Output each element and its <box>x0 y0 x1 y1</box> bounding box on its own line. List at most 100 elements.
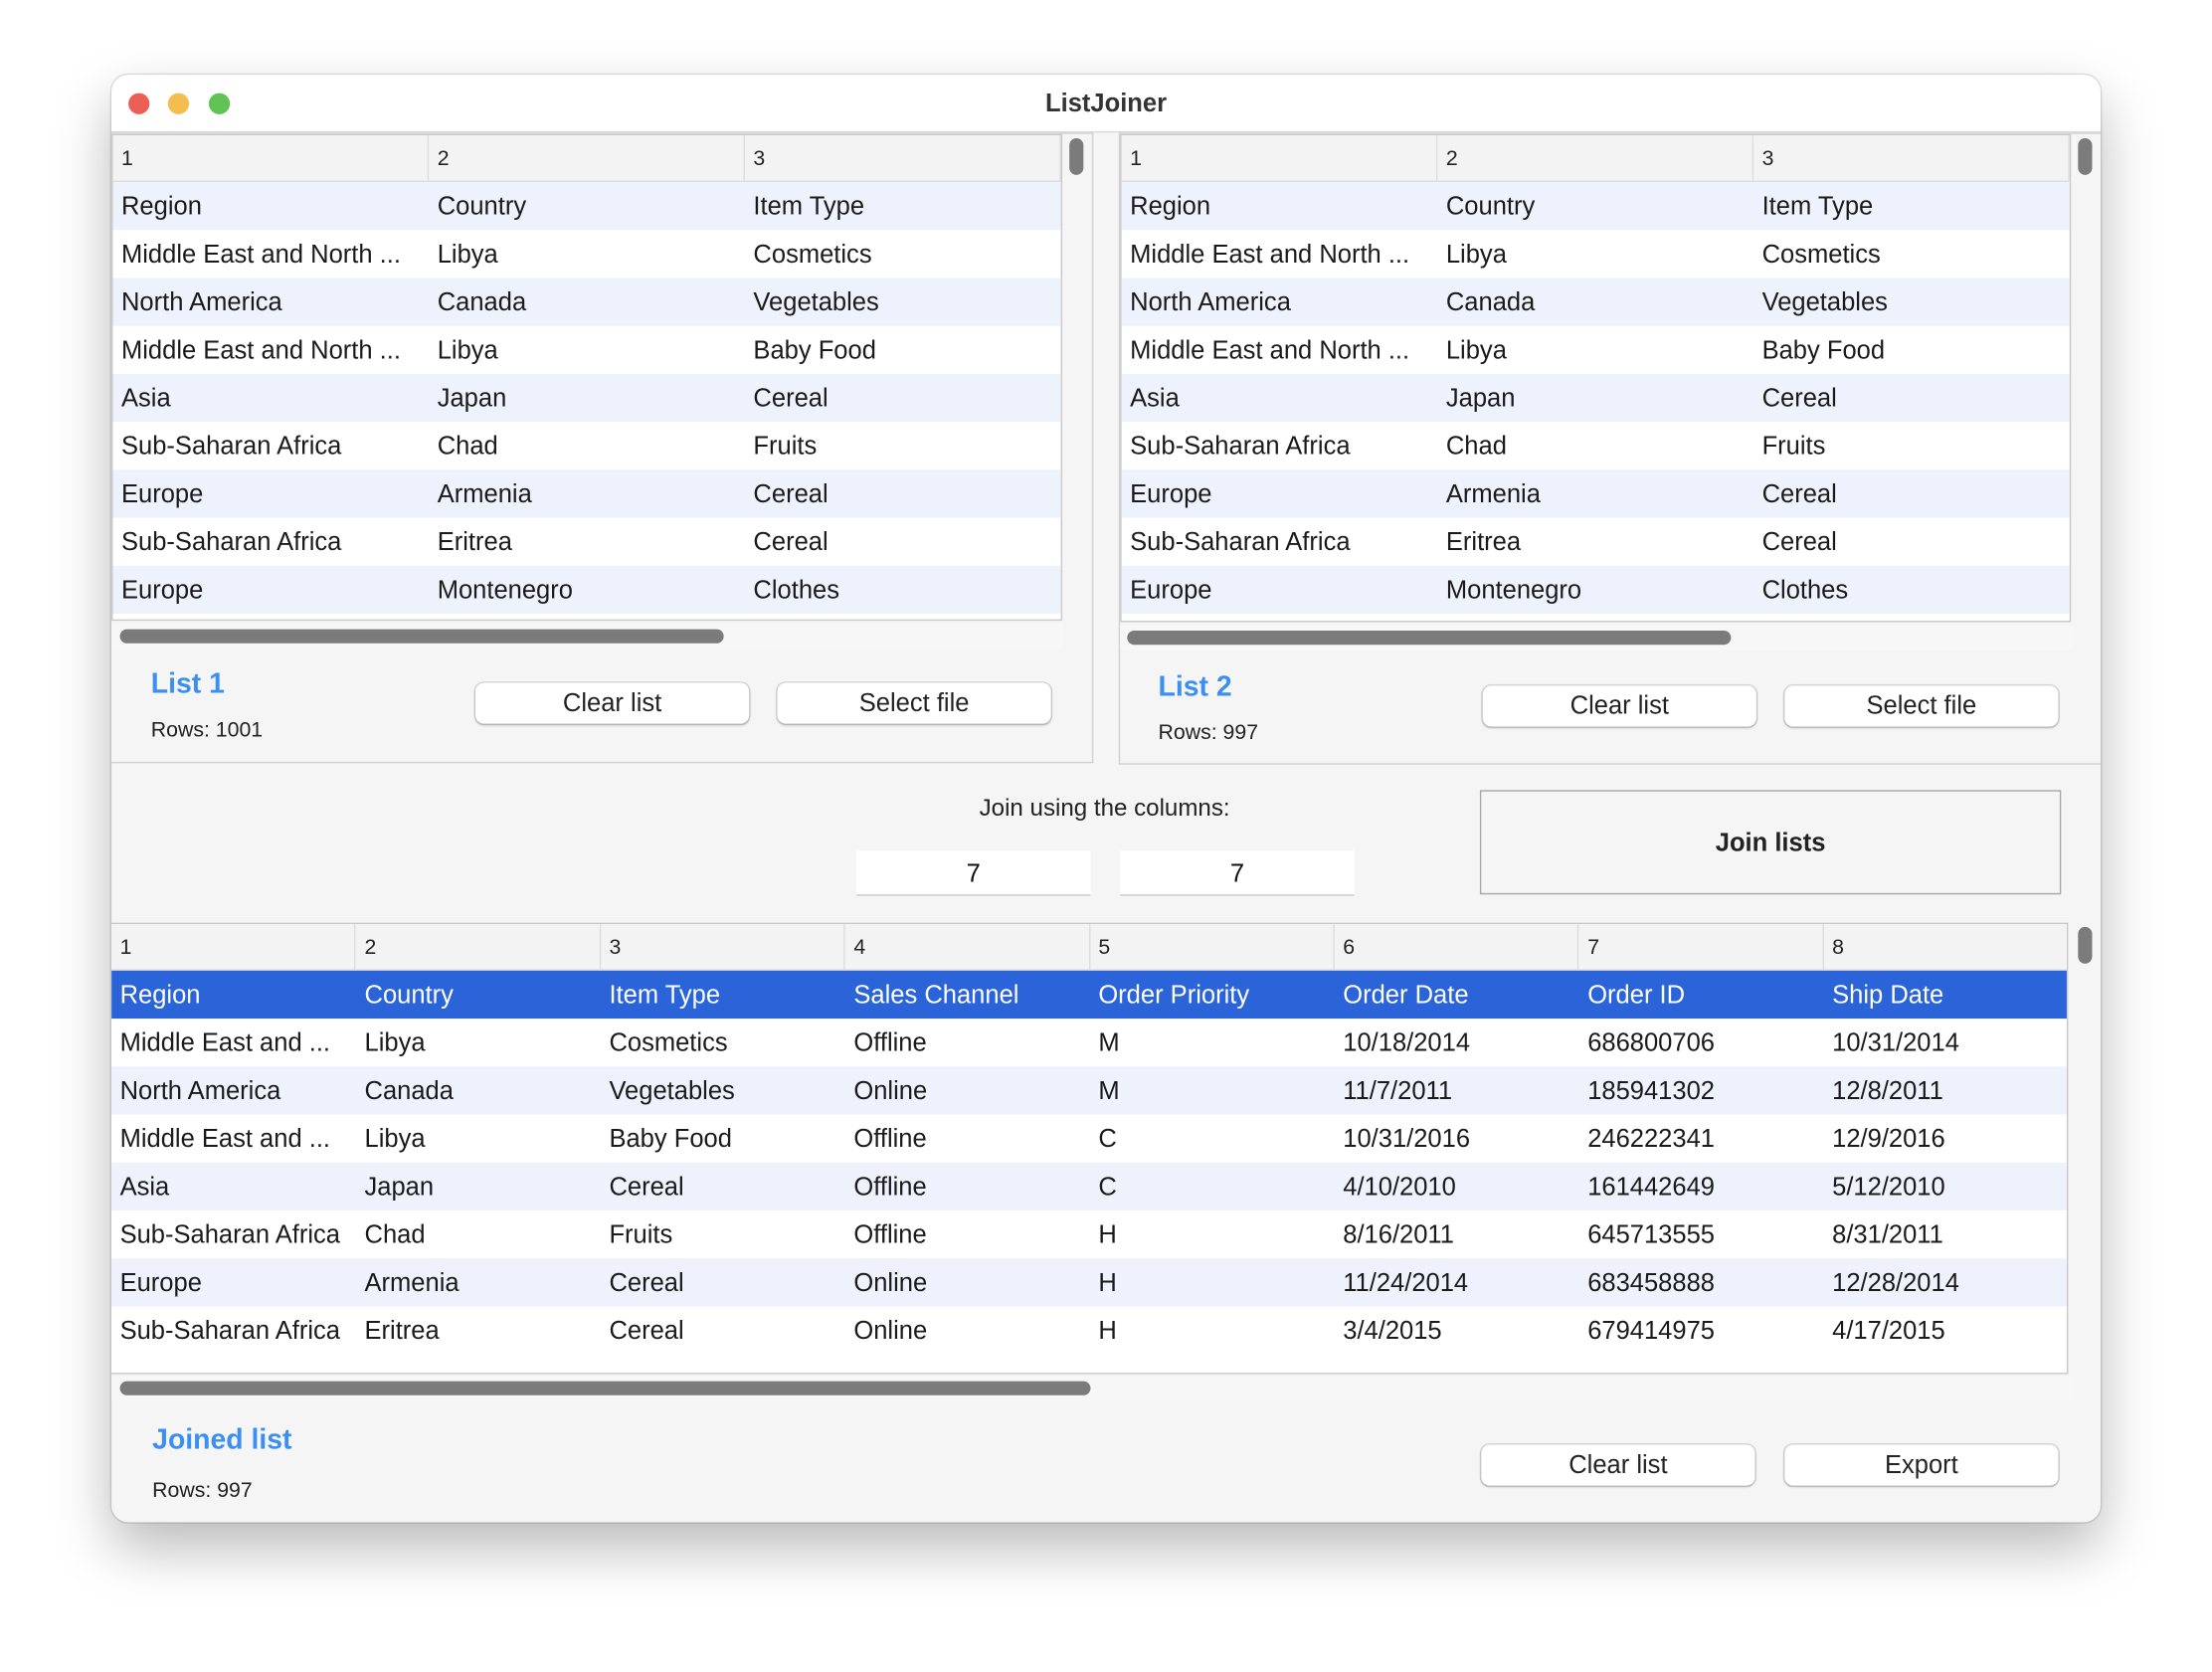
list1-vertical-scrollbar[interactable] <box>1069 138 1084 175</box>
column-header[interactable]: 6 <box>1335 924 1579 970</box>
list2-horizontal-scroll-thumb[interactable] <box>1127 631 1732 646</box>
table-row[interactable]: North America Canada Vegetables <box>112 278 1061 326</box>
table-row[interactable]: Asia Japan Cereal Offline C 4/10/2010 16144264… <box>111 1162 2067 1210</box>
minimize-window-button[interactable] <box>167 93 190 114</box>
table-cell: Cereal <box>753 479 829 508</box>
app-window: ListJoiner 1 2 3 Region Country Item Type Midd… <box>111 75 2101 1523</box>
column-header[interactable]: 8 <box>1824 924 2067 969</box>
column-header[interactable]: 7 <box>1579 924 1824 970</box>
table-cell: Order Date <box>1343 980 1469 1010</box>
table-cell: Sub-Saharan Africa <box>120 527 342 556</box>
joined-clear-list-button[interactable]: Clear list <box>1481 1444 1755 1486</box>
table-row[interactable]: Asia Japan Cereal <box>1121 373 2070 423</box>
joined-horizontal-scrollbar[interactable] <box>111 1375 2073 1401</box>
table-row-selected[interactable]: Region Country Item Type Sales Channel Order… <box>111 970 2067 1020</box>
table-cell: Chad <box>364 1219 426 1249</box>
table-cell: Sub-Saharan Africa <box>119 1316 340 1345</box>
column-header[interactable]: 1 <box>112 135 430 181</box>
table-row[interactable]: Europe Armenia Cereal <box>112 469 1061 518</box>
list2-select-file-button[interactable]: Select file <box>1784 685 2059 727</box>
table-row[interactable]: Middle East and ... Libya Baby Food Offline… <box>111 1115 2067 1163</box>
table-row[interactable]: Europe Armenia Cereal Online H 11/24/2014 6834… <box>111 1258 2067 1307</box>
table-cell: Armenia <box>1445 479 1541 508</box>
table-row[interactable]: Middle East and North ... Libya Cosmetics <box>1122 230 2070 278</box>
joined-table[interactable]: 1 2 3 4 5 6 7 8 Region Country Item Type Sales Chan… <box>111 922 2069 1375</box>
table-row[interactable]: Europe Montenegro Clothes <box>1121 565 2070 615</box>
table-row[interactable]: Region Country Item Type <box>112 181 1061 231</box>
table-cell: 645713555 <box>1587 1219 1715 1249</box>
column-header[interactable]: 3 <box>1753 135 2070 181</box>
list1-clear-list-button[interactable]: Clear list <box>475 682 750 724</box>
column-header[interactable]: 2 <box>356 924 601 970</box>
column-header[interactable]: 1 <box>111 924 356 970</box>
list1-horizontal-scrollbar[interactable] <box>111 623 1064 650</box>
table-row[interactable]: Sub-Saharan Africa Eritrea Cereal <box>1122 518 2070 566</box>
join-lists-button[interactable]: Join lists <box>1479 790 2062 895</box>
table-row[interactable]: Sub-Saharan Africa Eritrea Cereal Online H 3/… <box>111 1306 2067 1354</box>
table-row[interactable]: Middle East and North ... Libya Baby Food <box>1122 326 2070 374</box>
column-header[interactable]: 2 <box>1437 135 1754 181</box>
export-button[interactable]: Export <box>1784 1444 2059 1486</box>
column-header[interactable]: 3 <box>601 924 845 970</box>
table-cell: Japan <box>364 1172 435 1202</box>
column-header[interactable]: 4 <box>845 924 1090 970</box>
join-column-list2-input[interactable]: 7 <box>1120 850 1355 896</box>
table-cell: Eritrea <box>437 527 512 556</box>
table-cell: Offline <box>853 1172 927 1202</box>
list1-horizontal-scroll-thumb[interactable] <box>119 629 724 644</box>
close-window-button[interactable] <box>128 93 150 114</box>
join-column-list1-input[interactable]: 7 <box>855 850 1091 896</box>
table-cell: Cereal <box>609 1268 684 1297</box>
table-row[interactable]: Middle East and North ... Libya Baby Food <box>112 326 1060 374</box>
table-cell: Sub-Saharan Africa <box>1130 527 1351 556</box>
title-bar: ListJoiner <box>111 75 2101 133</box>
list2-horizontal-scrollbar[interactable] <box>1120 625 2073 650</box>
table-row[interactable]: Sub-Saharan Africa Chad Fruits <box>112 422 1060 469</box>
table-cell: H <box>1098 1316 1117 1345</box>
joined-vertical-scrollbar[interactable] <box>2078 926 2093 964</box>
join-columns-label: Join using the columns: <box>979 794 1230 822</box>
joined-horizontal-scroll-thumb[interactable] <box>119 1381 1091 1395</box>
table-cell: Asia <box>120 383 171 413</box>
list1-label: List 1 <box>150 668 225 700</box>
table-cell: Canada <box>437 287 527 316</box>
table-cell: North America <box>120 287 282 316</box>
table-cell: Fruits <box>1761 432 1826 461</box>
list1-table[interactable]: 1 2 3 Region Country Item Type Middle East and… <box>111 133 1063 622</box>
table-row[interactable]: North America Canada Vegetables Online M 11/7… <box>111 1066 2067 1115</box>
table-cell: Region <box>1130 191 1211 221</box>
table-row[interactable]: Sub-Saharan Africa Eritrea Cereal <box>112 518 1060 566</box>
table-row[interactable]: Sub-Saharan Africa Chad Fruits <box>1122 422 2070 469</box>
table-cell: Vegetables <box>753 287 879 316</box>
table-row[interactable]: Asia Japan Cereal <box>112 373 1061 423</box>
table-cell: Japan <box>437 383 507 413</box>
table-row[interactable]: Middle East and ... Libya Cosmetics Offline… <box>111 1019 2067 1066</box>
table-cell: 161442649 <box>1587 1172 1715 1202</box>
column-header[interactable]: 2 <box>429 135 745 181</box>
table-cell: Middle East and North ... <box>120 240 401 269</box>
table-cell: Online <box>853 1076 928 1105</box>
table-cell: 12/9/2016 <box>1832 1124 1945 1153</box>
table-row[interactable]: Europe Armenia Cereal <box>1121 469 2070 518</box>
column-header[interactable]: 5 <box>1090 924 1335 970</box>
table-row[interactable]: Region Country Item Type <box>1121 181 2070 231</box>
table-cell: C <box>1098 1124 1117 1153</box>
table-cell: Middle East and North ... <box>1130 335 1410 364</box>
table-row[interactable]: North America Canada Vegetables <box>1121 278 2070 326</box>
column-header[interactable]: 3 <box>745 135 1061 181</box>
table-cell: Country <box>364 980 454 1010</box>
table-row[interactable]: Europe Montenegro Clothes <box>112 565 1061 615</box>
zoom-window-button[interactable] <box>208 93 231 114</box>
table-row[interactable]: Middle East and North ... Libya Cosmetics <box>112 230 1060 278</box>
table-cell: 3/4/2015 <box>1343 1316 1442 1345</box>
table-cell: 8/31/2011 <box>1832 1219 1943 1249</box>
table-cell: Cereal <box>1761 479 1837 508</box>
table-row[interactable]: Sub-Saharan Africa Chad Fruits Offline H 8/16… <box>111 1210 2067 1258</box>
list2-clear-list-button[interactable]: Clear list <box>1482 685 1756 727</box>
list2-table[interactable]: 1 2 3 Region Country Item Type Middle East and… <box>1120 133 2072 623</box>
column-header[interactable]: 1 <box>1122 135 1438 181</box>
list1-select-file-button[interactable]: Select file <box>777 682 1051 724</box>
table-cell: Order Priority <box>1098 980 1250 1010</box>
list2-vertical-scrollbar[interactable] <box>2078 138 2093 175</box>
table-cell: North America <box>1130 287 1291 316</box>
